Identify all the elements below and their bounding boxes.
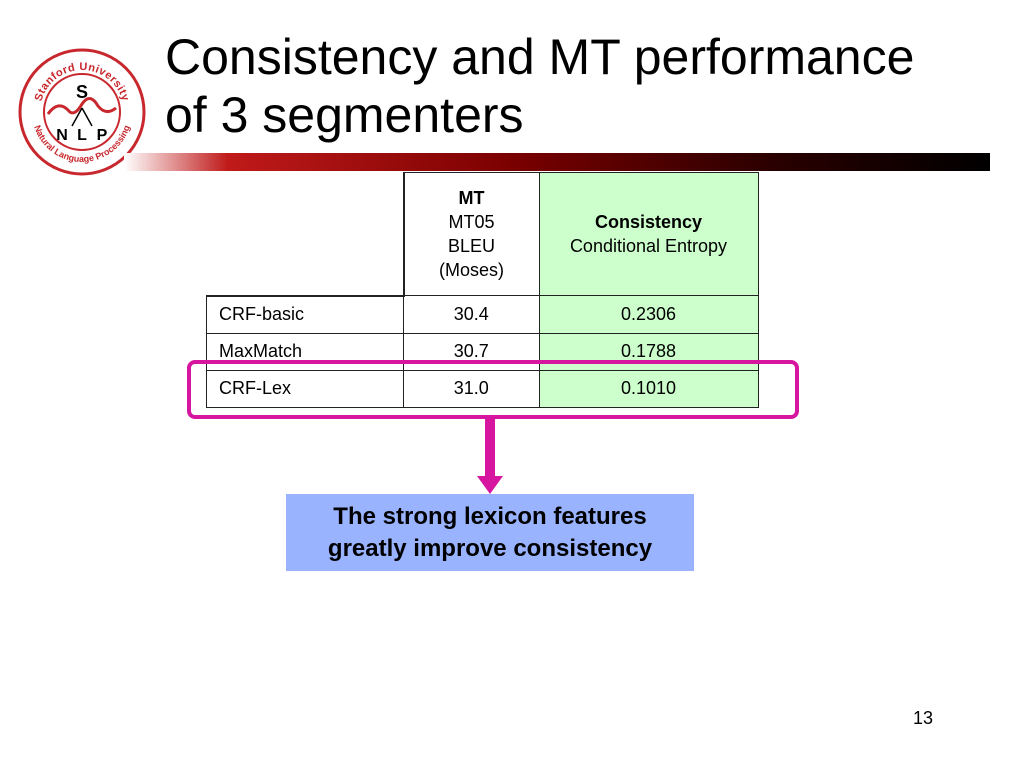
table-row: CRF-Lex 31.0 0.1010 <box>206 369 759 408</box>
row-consistency-value: 0.2306 <box>538 295 759 334</box>
callout-line-2: greatly improve consistency <box>327 534 653 562</box>
row-label: CRF-basic <box>206 295 404 334</box>
slide-title-line-1: Consistency and MT performance <box>165 29 915 85</box>
table-corner-cell <box>206 172 405 297</box>
title-divider-bar <box>124 153 990 171</box>
header-consistency-metric: Conditional Entropy <box>569 236 728 256</box>
callout-line-1: The strong lexicon features <box>333 502 647 530</box>
row-label: MaxMatch <box>206 332 404 371</box>
header-consistency-cell: Consistency Conditional Entropy <box>538 172 759 296</box>
logo-letter-s: S <box>76 82 88 102</box>
callout-box: The strong lexicon features greatly impr… <box>286 494 694 571</box>
logo-letter-l: L <box>77 127 87 144</box>
highlight-box-crf-lex <box>187 360 799 419</box>
arrow-down-icon <box>477 476 503 494</box>
table-header-row: MT MT05 BLEU (Moses) Consistency Conditi… <box>206 172 759 297</box>
page-number: 13 <box>913 708 934 728</box>
header-mt-system: (Moses) <box>438 260 504 280</box>
header-mt-metric: BLEU <box>447 236 496 256</box>
row-consistency-value: 0.1010 <box>538 369 759 408</box>
logo-letter-p: P <box>97 127 108 144</box>
slide-title-line-2: of 3 segmenters <box>165 87 524 143</box>
slide-title: Consistency and MT performance of 3 segm… <box>165 28 985 144</box>
header-mt-title: MT <box>458 188 485 208</box>
header-mt-cell: MT MT05 BLEU (Moses) <box>403 172 540 296</box>
row-label: CRF-Lex <box>206 369 404 408</box>
table-row: CRF-basic 30.4 0.2306 <box>206 295 759 334</box>
row-mt-value: 30.4 <box>403 295 540 334</box>
logo-letter-n: N <box>56 127 68 144</box>
header-mt-dataset: MT05 <box>448 212 495 232</box>
stanford-nlp-logo: Stanford University Natural Language Pro… <box>18 48 146 176</box>
results-table: MT MT05 BLEU (Moses) Consistency Conditi… <box>206 172 759 408</box>
arrow-shaft <box>485 415 495 477</box>
row-mt-value: 31.0 <box>403 369 540 408</box>
header-consistency-title: Consistency <box>594 212 703 232</box>
